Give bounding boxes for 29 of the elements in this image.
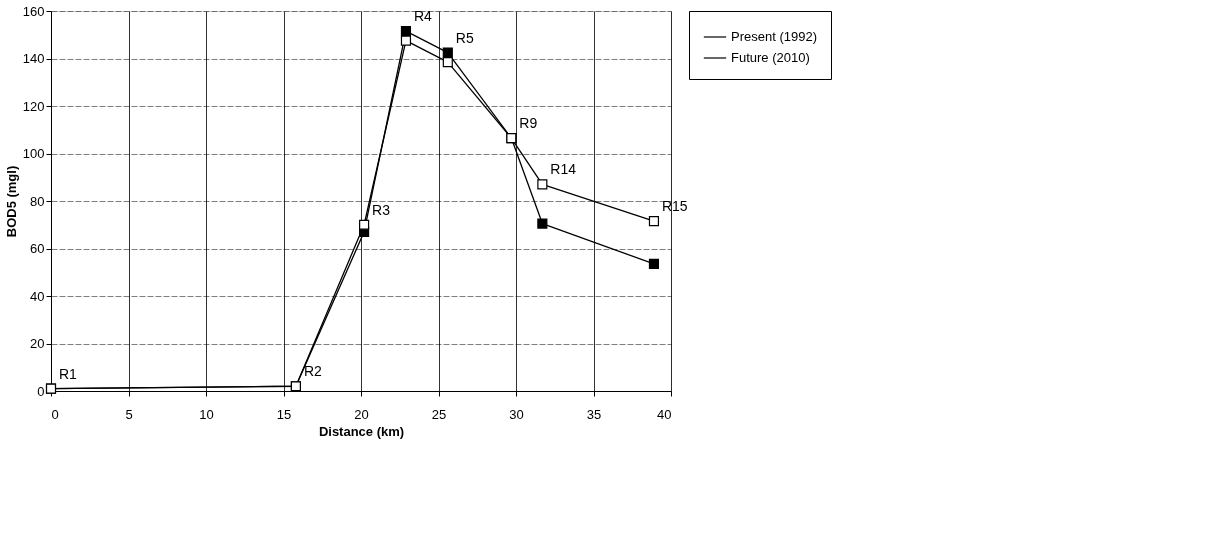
annotation: R5 <box>455 29 474 46</box>
annotation: R14 <box>550 161 577 178</box>
y-tick-label: 120 <box>22 98 45 114</box>
y-tick-label: 80 <box>30 193 45 209</box>
x-tick-label: 0 <box>51 406 59 422</box>
annotation: R3 <box>372 201 391 218</box>
legend-label: Future (2010) <box>731 50 810 65</box>
x-axis-title: Distance (km) <box>318 423 405 439</box>
y-tick-label: 60 <box>30 241 45 256</box>
x-tick-label: 20 <box>354 406 369 422</box>
x-tick-label: 25 <box>431 406 447 422</box>
x-tick-label: 15 <box>276 406 292 422</box>
y-tick-label: 100 <box>22 146 45 161</box>
annotation: R1 <box>59 365 78 382</box>
y-tick-label: 160 <box>22 3 45 19</box>
y-tick-label: 20 <box>30 336 45 351</box>
annotation: R4 <box>413 8 433 25</box>
x-tick-label: 30 <box>509 406 524 422</box>
y-axis-title: BOD5 (mgl) <box>3 165 19 238</box>
x-tick-label: 10 <box>199 406 214 422</box>
annotation: R9 <box>519 115 538 132</box>
legend-label: Present (1992) <box>731 29 817 44</box>
x-tick-label: 5 <box>125 406 133 422</box>
x-tick-label: 40 <box>657 406 672 422</box>
x-tick-label: 35 <box>586 406 602 422</box>
y-tick-label: 140 <box>22 51 45 66</box>
y-tick-label: 40 <box>30 288 45 304</box>
y-tick-label: 0 <box>37 383 45 399</box>
annotation: R2 <box>303 363 323 380</box>
